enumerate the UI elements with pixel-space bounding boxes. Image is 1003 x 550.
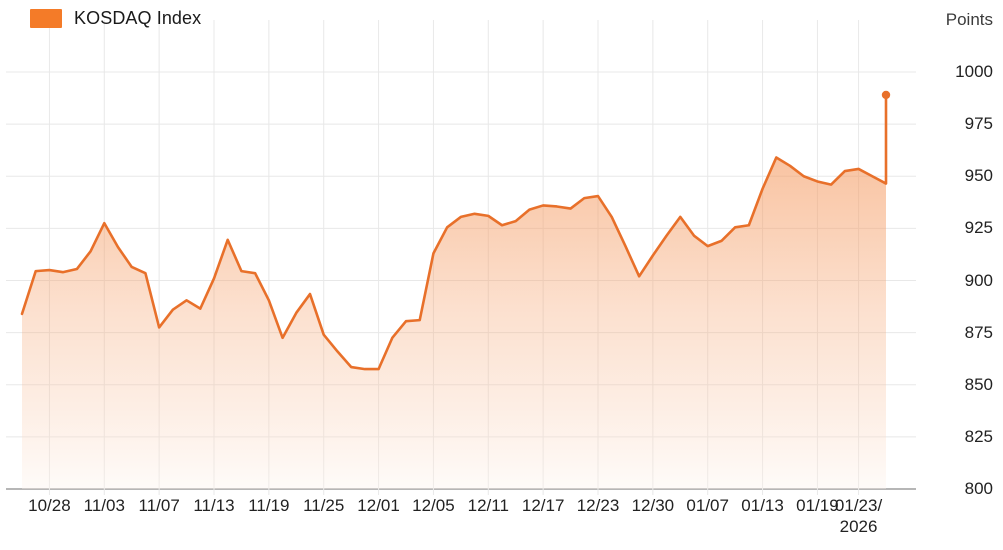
y-axis-tick-875: 875 [964,322,993,342]
x-axis-tick-8: 12/11 [467,496,509,515]
y-axis-tick-1000: 1000 [955,62,993,81]
series-area-kosdaq [22,94,886,489]
x-axis-tick-14: 01/19 [796,496,839,515]
series-line-kosdaq [20,93,888,371]
legend-swatch-kosdaq [30,9,62,28]
y-axis-tick-800: 800 [964,479,993,498]
series-end-marker [881,90,891,100]
y-axis-tick-975: 975 [964,114,993,134]
x-axis-tick-4: 11/19 [248,496,290,515]
y-axis-unit-caption: Points [945,10,993,29]
y-axis-tick-950: 950 [964,166,993,186]
x-axis-tick-6: 12/01 [357,496,400,515]
x-axis-tick-3: 11/13 [193,496,235,515]
x-axis-tick-5: 11/25 [303,496,345,515]
x-axis-tick-10: 12/23 [576,496,620,515]
x-axis-tick-12: 01/07 [686,496,729,515]
y-axis-tick-825: 825 [964,426,993,446]
x-axis-tick-2: 11/07 [138,496,180,515]
x-axis-tick-11: 12/30 [631,496,675,515]
legend-label-kosdaq: KOSDAQ Index [74,8,202,28]
x-axis-tick-15: 01/23/2026 [834,496,883,536]
x-axis-tick-0: 10/28 [28,496,71,515]
x-axis-tick-1: 11/03 [83,496,125,515]
x-axis-tick-13: 01/13 [741,496,784,515]
x-axis-tick-7: 12/05 [412,496,455,515]
chart-legend: KOSDAQ Index [30,8,201,29]
y-axis-tick-925: 925 [964,218,993,238]
y-axis-tick-900: 900 [964,270,993,290]
y-axis-tick-850: 850 [964,374,993,394]
x-axis-tick-9: 12/17 [521,496,565,515]
